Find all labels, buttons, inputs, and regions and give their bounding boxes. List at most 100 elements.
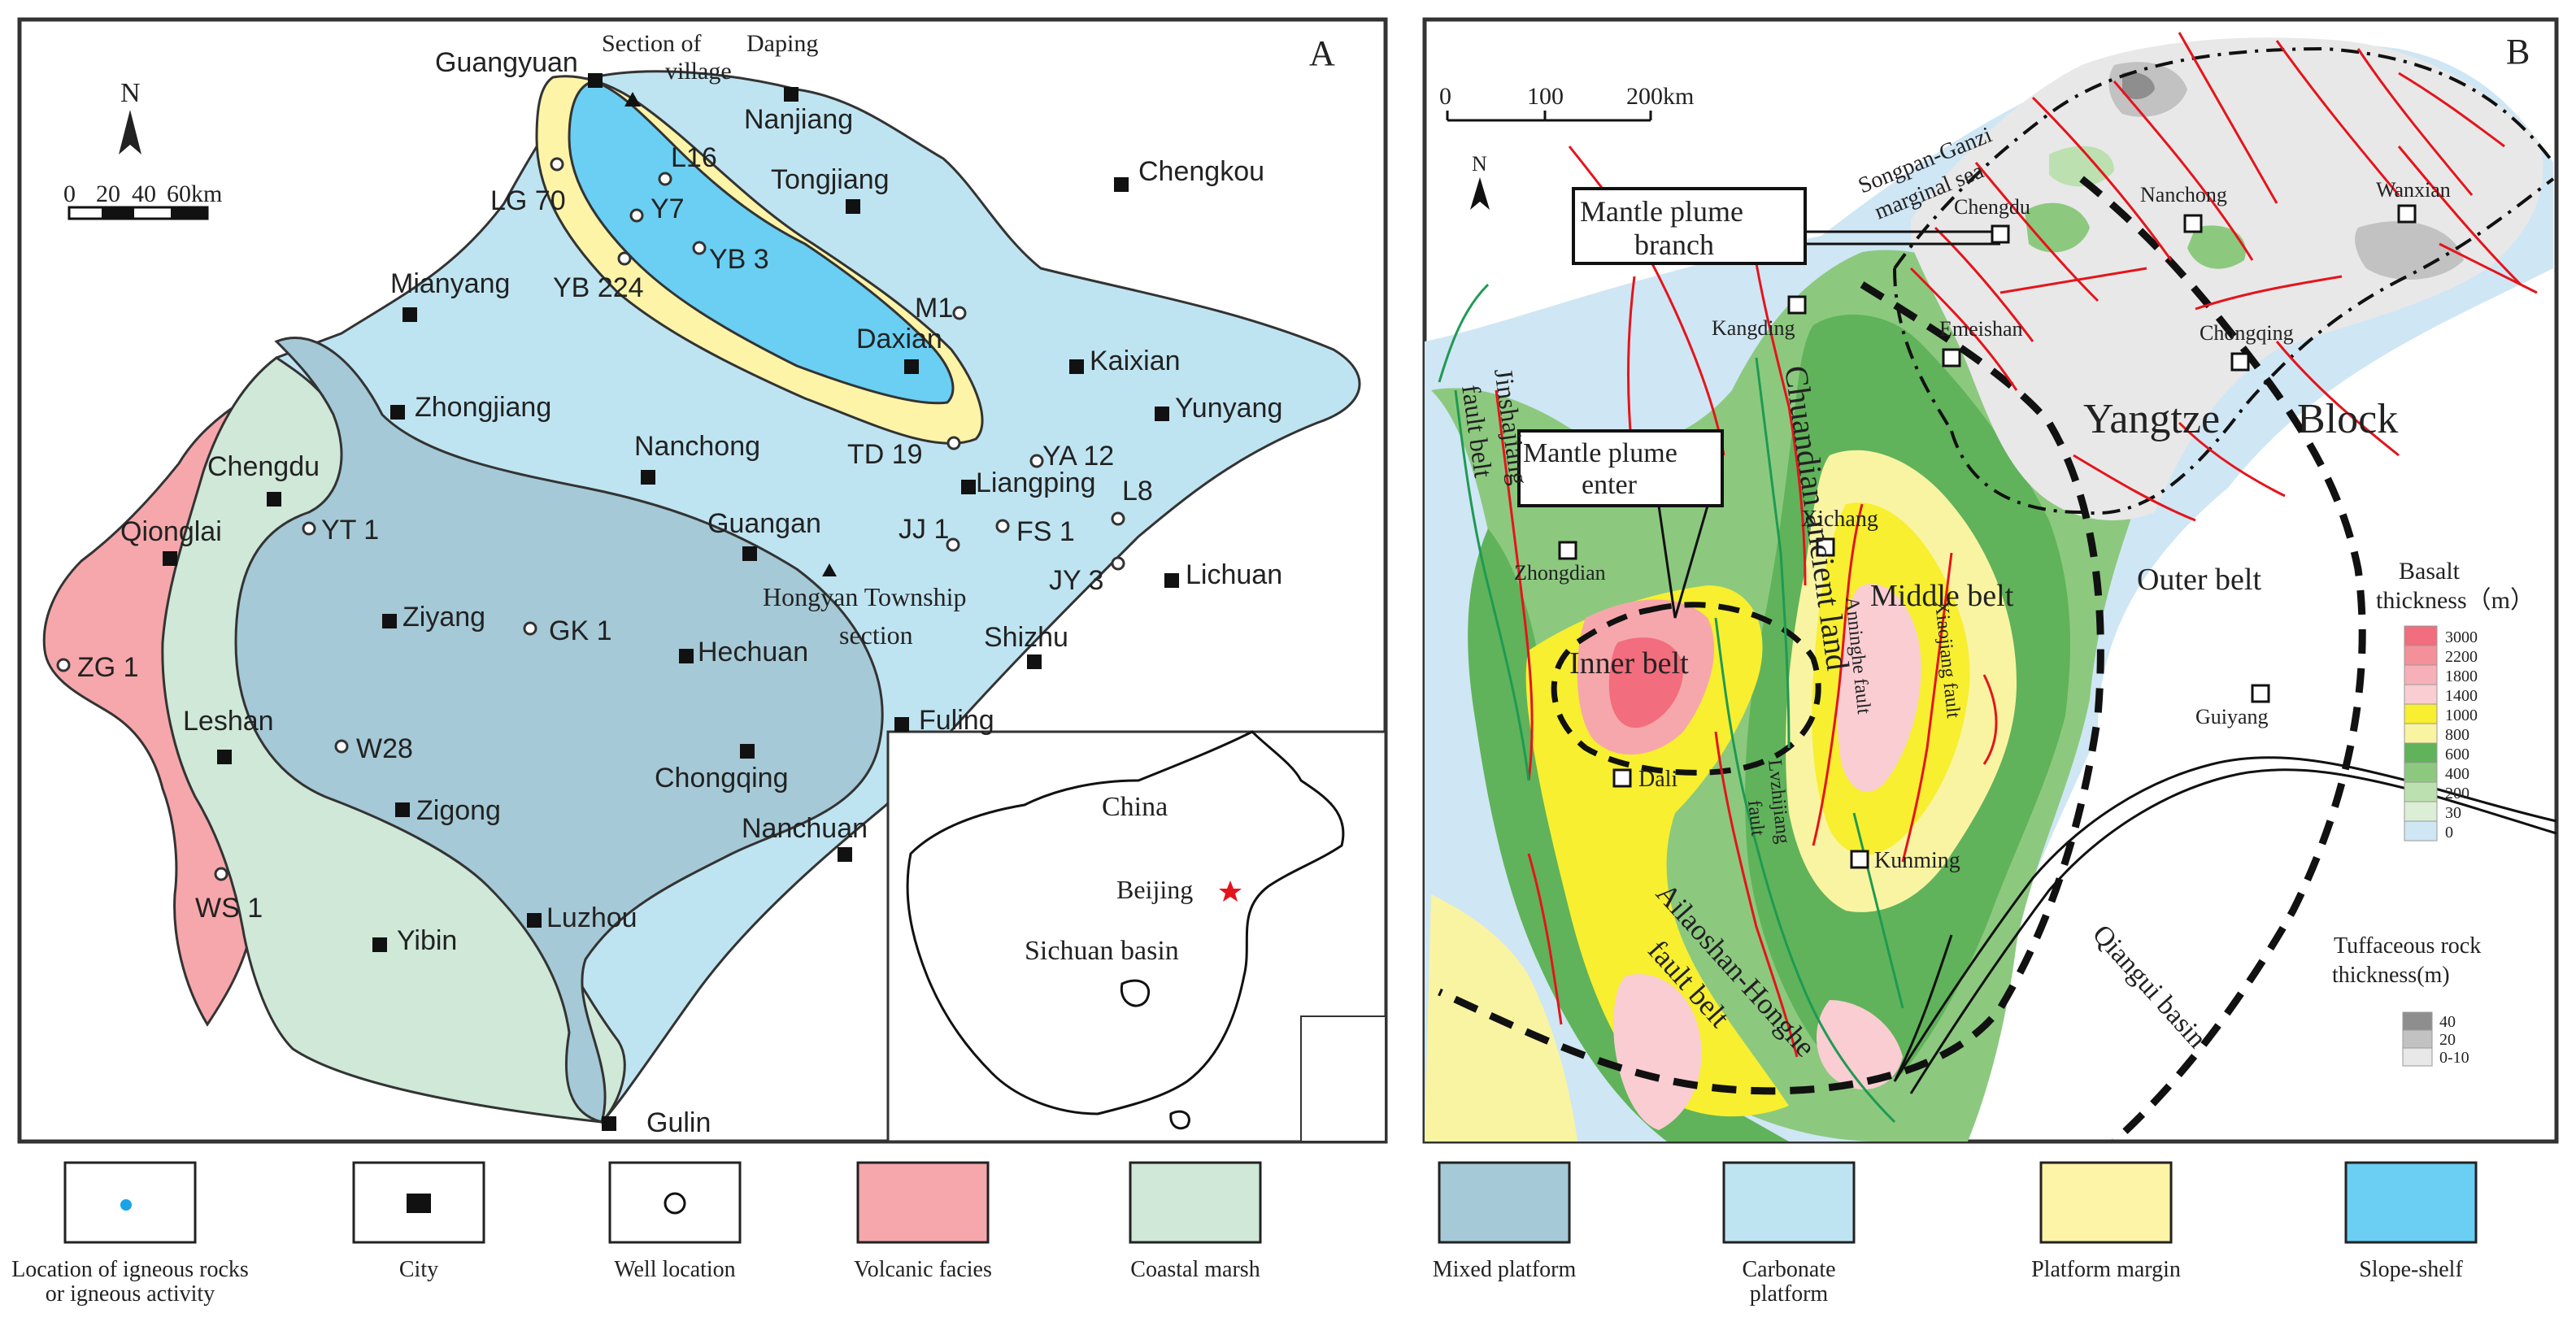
well-fs1 [995,519,1010,533]
label-gulin: Gulin [646,1107,711,1138]
label-well-l16: L16 [671,142,717,173]
basalt-legend-tick: 600 [2445,746,2469,763]
label-well-yb224: YB 224 [553,272,644,303]
well-m1 [952,306,967,320]
basalt-zone-west-pink-core [1608,637,1684,728]
label-inner-belt: Inner belt [1569,646,1689,681]
city-square-icon [407,1194,431,1213]
label-enter-2: enter [1582,470,1638,500]
basalt-legend-tick: 30 [2445,804,2461,822]
well-jy3 [1111,556,1125,571]
city-nanchuan [838,847,852,862]
legend-item: City [352,1161,485,1282]
city-chongqing [740,744,755,759]
legend-label: Mixed platform [1433,1257,1577,1282]
legend-item: Well location [608,1161,742,1282]
legend-label: platform [1750,1281,1829,1307]
well-markers [56,157,1125,881]
city-nanchong [641,470,655,485]
qiangui-basin-boundary-2 [1909,768,2556,1094]
label-well-m1: M1 [915,293,953,324]
well-td19 [946,436,961,450]
legend-label: Well location [614,1257,735,1282]
basalt-legend-tick: 1400 [2445,687,2478,705]
marker-dali [1612,768,1632,788]
city-leshan [217,750,232,764]
yangtze-block-boundary [1893,46,2555,515]
city-tongjiang [846,199,860,214]
slope-shelf-area [568,80,955,405]
label-hongyan-2: section [839,620,913,650]
mantle-plume-enter-box [1517,429,1724,507]
label-place-guiyang: Guiyang [2195,705,2269,728]
legend-swatch [1129,1161,1262,1244]
city-guangan [742,546,757,561]
panel-b: B 0 100 200km N Songpan-Ganzi marginal s… [1422,17,2559,1144]
label-well-td19: TD 19 [847,439,923,470]
middle-belt-boundary [1438,281,2104,1095]
label-well-w28: W28 [356,733,413,764]
label-well-l8: L8 [1122,476,1153,507]
label-block: Block [2297,396,2398,442]
north-arrow-b-icon [1470,177,1490,210]
label-lichuan: Lichuan [1186,559,1282,590]
well-yb3 [692,241,707,255]
well-yb224 [617,251,632,266]
label-shizhu: Shizhu [984,622,1068,653]
label-well-ws1: WS 1 [195,893,263,924]
basalt-patch-green-2 [2187,225,2246,269]
scale-bar-a: 0 20 40 60km [63,180,222,220]
basalt-zone-south-pink [1613,974,1702,1130]
city-chengdu [267,492,281,507]
legend-item: Mixed platform [1433,1161,1577,1282]
well-jj1 [946,537,960,552]
label-guangan: Guangan [707,508,821,539]
tuff-legend-tick: 0-10 [2439,1049,2469,1067]
city-zhongjiang [390,405,405,420]
label-place-kunming: Kunming [1874,848,1960,873]
city-yibin [372,937,387,952]
basalt-title-2: thickness（m） [2376,587,2535,614]
city-markers [163,73,1179,1131]
label-mianyang: Mianyang [390,268,510,299]
label-yibin: Yibin [397,925,457,956]
inset-china-outline [906,730,1345,1115]
basalt-legend-swatch [2404,664,2438,685]
inset-south-china-sea-box [1300,1015,1386,1142]
inset-island [1120,979,1151,1007]
label-place-zhongdian: Zhongdian [1514,561,1606,585]
city-daxian [904,359,919,374]
enter-pointer [1657,505,1709,619]
tuff-legend-tick: 20 [2439,1031,2456,1049]
well-ws1 [214,867,228,881]
igneous-dot-icon [120,1199,132,1211]
label-place-wanxian: Wanxian [2376,178,2451,202]
legend-item: Platform margin [2031,1161,2181,1282]
city-liangping [961,480,976,494]
label-liangping: Liangping [976,467,1095,498]
label-fuling: Fuling [919,705,994,736]
label-well-ya12: YA 12 [1042,441,1114,472]
tuff-legend-swatch [2402,1047,2433,1067]
svg-text:200km: 200km [1626,83,1694,110]
river-lines [1438,283,1904,1124]
inset-label-beijing: Beijing [1116,875,1193,904]
basalt-patch-green-3 [2049,146,2114,187]
basalt-zone-southeast-pink [1816,1000,1903,1089]
label-zhongjiang: Zhongjiang [415,392,551,423]
north-arrow-icon [119,110,141,154]
mantle-plume-branch-box [1572,187,1807,265]
north-label-a: N [120,78,141,108]
label-section-daping-2: Daping [746,30,818,57]
label-well-lg70: LG 70 [490,185,566,216]
tuff-title-2: thickness(m) [2332,963,2450,988]
label-kaixian: Kaixian [1090,346,1181,376]
qiangui-basin-boundary [1893,756,2556,1082]
label-lvzhijiang-2: fault [1743,799,1768,837]
label-well-y7: Y7 [651,194,685,224]
city-qionglai [163,551,177,566]
marker-kunming [1850,850,1869,869]
southern-fault-black [1893,934,1953,1082]
label-qionglai: Qionglai [120,516,222,547]
legend-label: or igneous activity [46,1281,215,1307]
